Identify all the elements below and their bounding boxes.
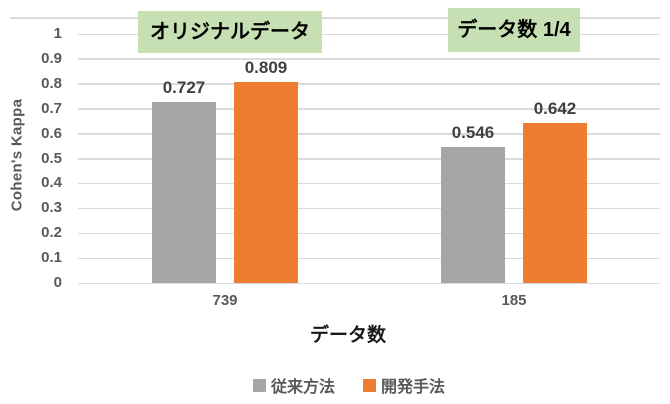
legend-item-developed-method: 開発手法	[363, 373, 445, 397]
y-axis-tick-label: 0.7	[41, 99, 62, 117]
y-axis-tick-label: 0.4	[41, 174, 62, 192]
gridline	[78, 83, 660, 85]
y-axis-tick-label: 0.6	[41, 124, 62, 142]
annotation-original-data: オリジナルデータ	[138, 11, 322, 53]
bar-value-label: 0.642	[533, 99, 577, 118]
legend-marker-orange-square-icon	[363, 378, 376, 392]
x-axis-title: データ数	[309, 325, 387, 346]
y-axis-tick-label: 0.9	[41, 49, 62, 67]
y-axis-tick-label: 0.3	[41, 199, 62, 217]
gridline	[78, 257, 660, 260]
bar-value-label: 0.727	[162, 78, 206, 97]
gridline	[78, 133, 660, 135]
x-axis-tick-185: 185	[501, 292, 527, 309]
legend-marker-gray-square-icon	[252, 378, 266, 392]
bar-value-label: 0.809	[244, 58, 288, 77]
bar-value-label: 0.546	[451, 123, 495, 142]
y-axis-tick-label: 0.5	[41, 149, 62, 167]
gridline	[78, 207, 660, 210]
y-axis-tick-label: 0	[53, 274, 62, 291]
gridline	[78, 158, 660, 160]
bar-開発手法-739	[234, 82, 298, 283]
y-axis-tick-label: 0.8	[41, 74, 62, 92]
y-axis-tick-label: 0.2	[41, 224, 62, 242]
bar-開発手法-185	[523, 123, 587, 283]
gridline	[78, 58, 660, 60]
gridline	[78, 33, 660, 35]
y-axis-tick-label: 1	[53, 25, 62, 42]
gridline	[78, 108, 660, 110]
bar-従来方法-739	[152, 102, 216, 283]
y-axis-tick-label: 0.1	[41, 249, 62, 267]
legend-label-developed-method: 開発手法	[381, 379, 446, 396]
legend: 従来方法 開発手法	[28, 373, 670, 397]
annotation-quarter-data: データ数 1/4	[448, 8, 580, 52]
gridline	[78, 232, 660, 235]
legend-label-conventional-method: 従来方法	[270, 379, 335, 396]
gridline	[78, 182, 660, 185]
bar-従来方法-185	[441, 147, 505, 283]
plot-top-border	[10, 17, 660, 19]
gridline	[78, 282, 660, 284]
legend-item-conventional-method: 従来方法	[252, 373, 335, 397]
x-axis-tick-739: 739	[212, 292, 238, 309]
y-axis-title: Cohen's Kappa	[8, 98, 26, 212]
